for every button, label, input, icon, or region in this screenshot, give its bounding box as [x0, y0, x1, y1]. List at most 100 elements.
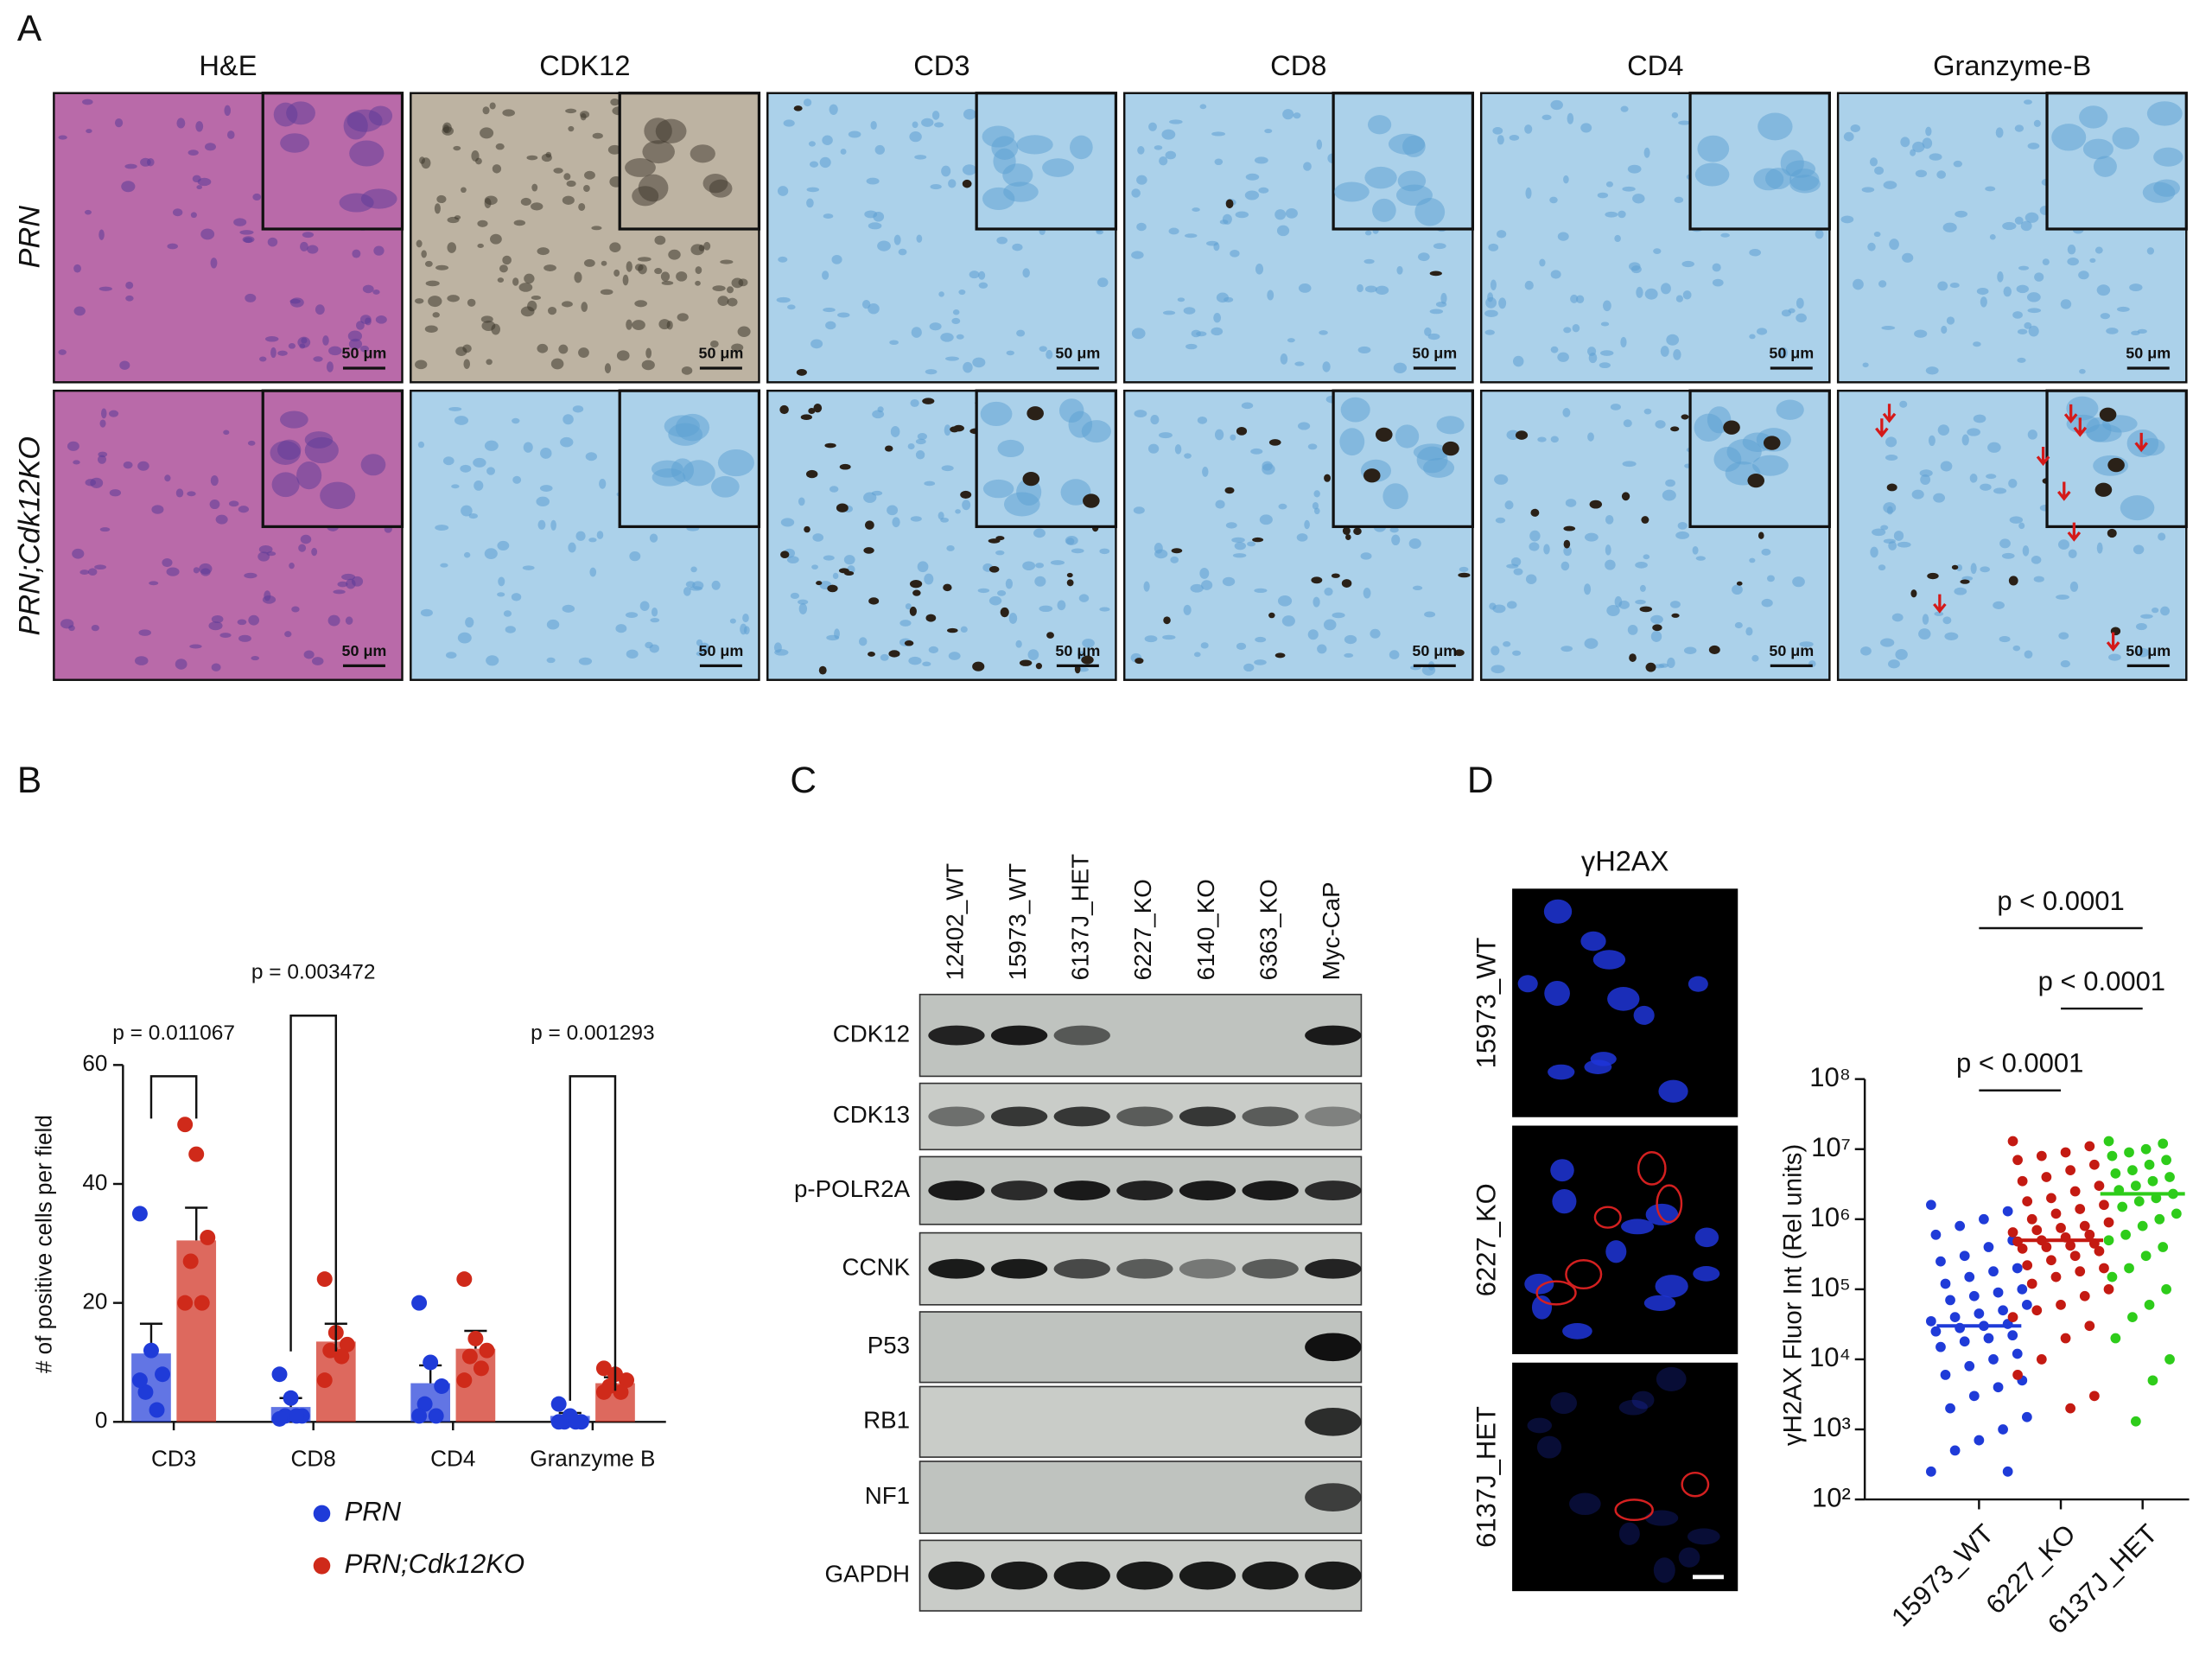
data-point — [194, 1295, 210, 1311]
cell — [149, 581, 159, 586]
cell — [540, 448, 552, 459]
inset-cell — [1382, 483, 1408, 510]
cell — [1316, 139, 1323, 150]
cell — [1215, 500, 1225, 509]
cell — [738, 278, 748, 287]
cell — [944, 356, 960, 361]
cell — [1557, 232, 1569, 241]
data-point — [2127, 1312, 2138, 1323]
cell — [1230, 250, 1240, 258]
inset-cell — [1068, 410, 1093, 438]
cell — [1200, 642, 1209, 649]
cell — [134, 656, 149, 665]
data-point — [2158, 1242, 2169, 1252]
cell — [372, 290, 380, 295]
data-point — [2021, 1411, 2032, 1422]
cell — [474, 480, 484, 491]
data-point — [2026, 1213, 2037, 1225]
micrograph: 50 μm — [1836, 389, 2188, 681]
cell — [574, 271, 582, 283]
cell — [1922, 137, 1933, 150]
stained-cell — [1621, 492, 1630, 501]
cell — [563, 414, 574, 425]
cell — [1915, 169, 1928, 178]
column-title: H&E — [199, 49, 257, 81]
cell — [219, 633, 232, 638]
micrograph: 50 μm — [410, 389, 761, 681]
cell — [522, 565, 535, 570]
row-label: PRN;Cdk12KO — [13, 436, 46, 635]
data-point — [2140, 1143, 2152, 1155]
lane-label: Myc-CaP — [1318, 881, 1344, 980]
nucleus — [1655, 1275, 1688, 1298]
cell — [588, 538, 597, 543]
stained-cell — [779, 404, 789, 415]
cell — [626, 261, 632, 272]
scale-bar-label: 50 μm — [1769, 642, 1814, 659]
inset-stained-cell — [1375, 427, 1393, 442]
cell — [531, 183, 538, 192]
y-tick-label: 10⁷ — [1811, 1132, 1851, 1162]
cell — [1953, 160, 1963, 168]
nucleus — [1678, 1547, 1700, 1568]
cell — [513, 220, 526, 226]
y-axis-label: # of positive cells per field — [30, 1115, 56, 1373]
nucleus — [1592, 950, 1626, 970]
cell — [1317, 644, 1327, 654]
cell — [416, 239, 423, 248]
cell — [743, 626, 750, 635]
cell — [690, 566, 697, 573]
cell — [1673, 348, 1681, 360]
cell — [1235, 211, 1249, 219]
p-value: p = 0.011067 — [112, 1021, 235, 1045]
x-tick-label: CD8 — [291, 1445, 336, 1471]
cell — [1712, 278, 1724, 287]
cell — [1883, 181, 1897, 189]
cell — [1605, 181, 1613, 188]
nucleus — [1550, 1392, 1578, 1415]
x-tick-label: 15973_WT — [1885, 1518, 1999, 1632]
cell — [996, 236, 1008, 245]
cell — [125, 281, 134, 290]
data-point — [2022, 1260, 2033, 1270]
data-point — [550, 1396, 567, 1412]
x-tick-label: CD4 — [430, 1445, 475, 1471]
cell — [1267, 290, 1274, 301]
cell — [1949, 283, 1960, 289]
stained-cell — [912, 589, 921, 596]
cell — [1174, 444, 1182, 455]
cell — [1524, 280, 1534, 290]
cell — [1503, 640, 1511, 647]
cell — [432, 312, 440, 318]
data-point — [416, 1396, 433, 1412]
data-point — [2021, 1299, 2032, 1310]
data-point — [2065, 1403, 2076, 1414]
stained-cell — [904, 640, 914, 646]
cell — [1587, 432, 1594, 442]
cell — [1015, 640, 1022, 648]
cell — [1277, 595, 1293, 607]
cell — [531, 295, 542, 300]
cell — [890, 425, 900, 437]
cell — [362, 284, 374, 294]
stained-cell — [1951, 564, 1959, 570]
cell — [1650, 614, 1663, 624]
column-title: CD3 — [913, 49, 969, 81]
cell — [1287, 338, 1295, 343]
nucleus — [1536, 1435, 1562, 1459]
cell — [2014, 216, 2024, 225]
inset-cell — [1789, 175, 1821, 194]
cell — [649, 644, 659, 653]
cell — [215, 514, 228, 525]
cell — [1232, 553, 1247, 558]
cell — [543, 264, 556, 271]
data-point — [2094, 1180, 2105, 1191]
cell — [2067, 258, 2079, 266]
cell — [434, 203, 441, 214]
data-point — [2140, 1250, 2152, 1262]
stained-cell — [868, 597, 880, 605]
cell — [1247, 541, 1256, 547]
scale-bar-label: 50 μm — [342, 642, 387, 659]
cell — [915, 438, 926, 445]
cell — [526, 155, 538, 161]
